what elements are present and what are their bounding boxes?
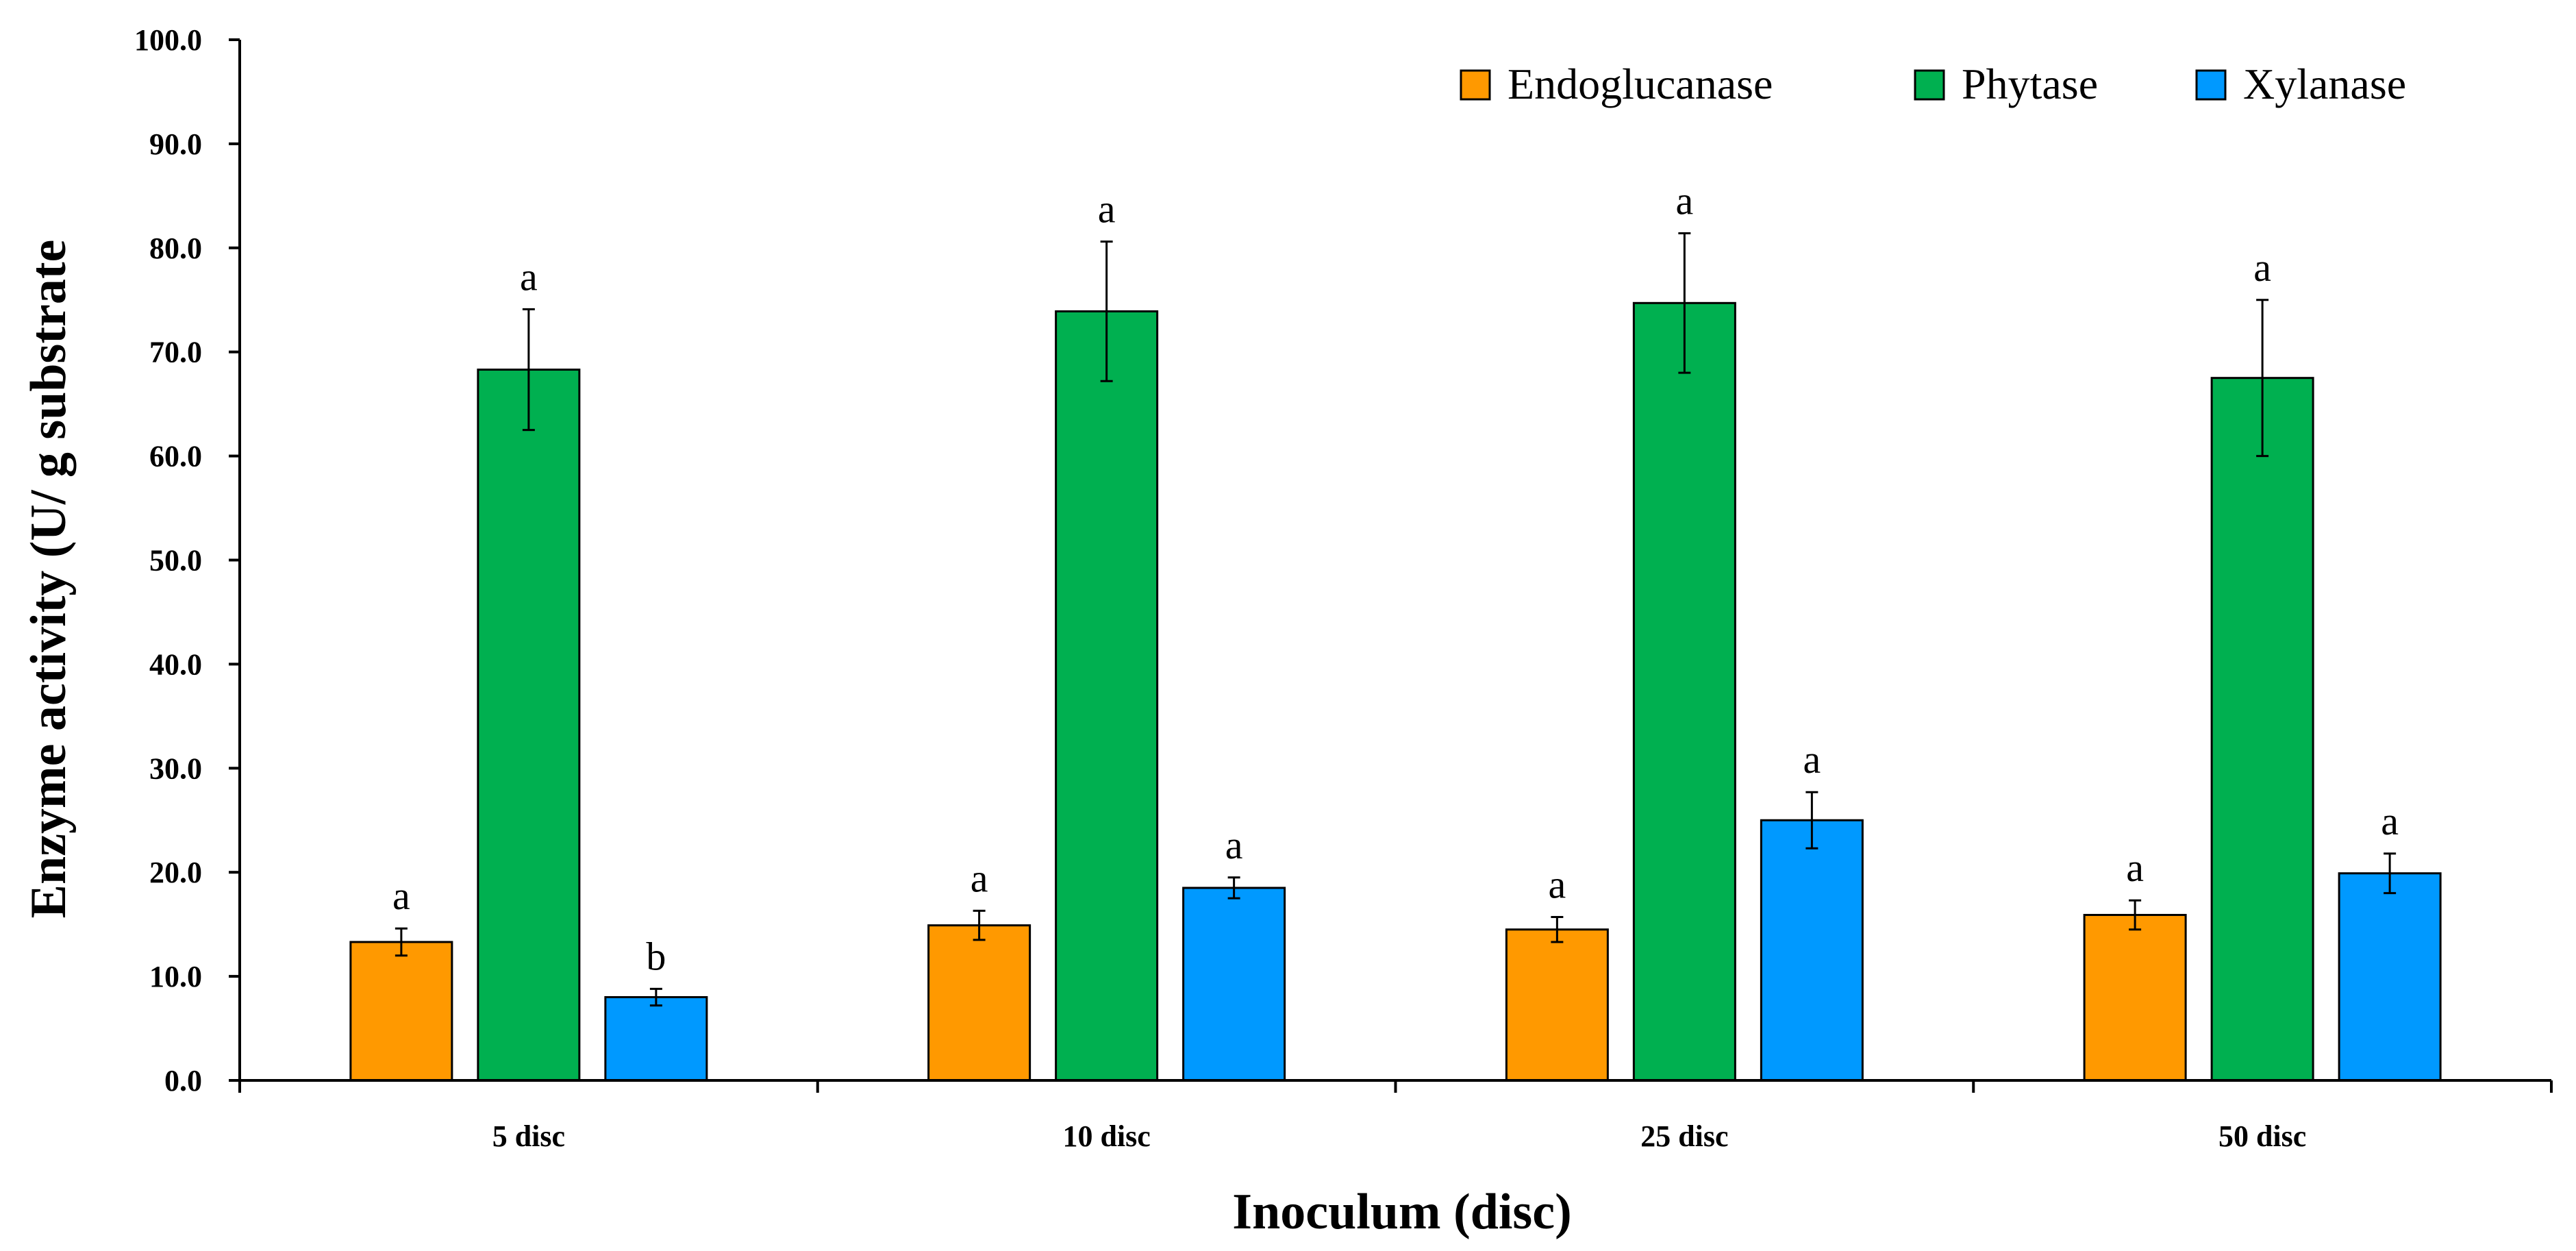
x-axis-title: Inoculum (disc)	[1232, 1184, 1571, 1240]
significance-label: a	[1676, 179, 1694, 223]
x-category-label: 10 disc	[1062, 1119, 1150, 1153]
significance-label: a	[1225, 823, 1243, 867]
axes-group: 0.0 10.0 20.0 30.0 40.0 50.0 60.0 70.0 80.0 90.0 1…	[134, 23, 2553, 1153]
bar-endoglucanase	[349, 941, 453, 1082]
bar-endoglucanase	[927, 924, 1031, 1082]
bar-endoglucanase	[1505, 928, 1609, 1082]
y-tick-label: 40.0	[149, 647, 202, 681]
bar-phytase	[1055, 310, 1159, 1082]
bar-xylanase	[2338, 872, 2442, 1082]
significance-label: a	[1549, 863, 1566, 907]
x-category-label: 25 disc	[1640, 1119, 1728, 1153]
bar-phytase	[1632, 301, 1736, 1082]
significance-label: a	[971, 856, 988, 900]
y-axis-title: Enzyme activity (U/ g substrate	[21, 240, 77, 919]
legend-swatch-phytase	[1914, 69, 1945, 101]
bar-phytase	[2210, 377, 2314, 1082]
y-tick-label: 80.0	[149, 232, 202, 265]
bars-group: a a b a a a a a a a a a	[349, 179, 2442, 1082]
y-tick-label: 10.0	[149, 960, 202, 993]
bar-xylanase	[1182, 887, 1286, 1082]
x-category-label: 5 disc	[492, 1119, 565, 1153]
significance-label: a	[2381, 799, 2399, 843]
chart-legend: Endoglucanase Phytase Xylanase	[1460, 60, 2406, 108]
significance-label: b	[646, 934, 666, 978]
y-tick-label: 70.0	[149, 336, 202, 369]
y-tick-label: 90.0	[149, 127, 202, 161]
significance-label: a	[2253, 245, 2271, 290]
y-tick-label: 60.0	[149, 440, 202, 473]
y-tick-label: 30.0	[149, 752, 202, 785]
bar-xylanase	[1760, 819, 1864, 1082]
legend-swatch-endoglucanase	[1460, 69, 1491, 101]
significance-label: a	[1098, 187, 1116, 232]
legend-label: Phytase	[1962, 60, 2098, 108]
y-tick-label: 100.0	[134, 23, 202, 57]
x-category-label: 50 disc	[2218, 1119, 2306, 1153]
significance-label: a	[520, 254, 538, 299]
significance-label: a	[2126, 845, 2144, 890]
y-tick-label: 0.0	[164, 1064, 202, 1098]
bar-endoglucanase	[2083, 913, 2187, 1082]
y-tick-label: 50.0	[149, 544, 202, 578]
significance-label: a	[1803, 737, 1821, 782]
legend-label: Endoglucanase	[1508, 60, 1773, 108]
y-tick-label: 20.0	[149, 856, 202, 889]
bar-xylanase	[604, 995, 708, 1082]
significance-label: a	[392, 874, 410, 918]
legend-swatch-xylanase	[2195, 69, 2227, 101]
bar-phytase	[477, 369, 581, 1082]
legend-label: Xylanase	[2243, 60, 2406, 108]
